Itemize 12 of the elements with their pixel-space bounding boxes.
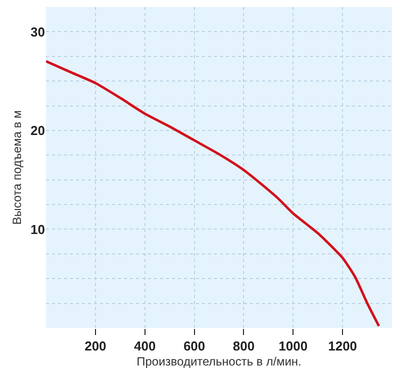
x-tick-label: 800: [232, 338, 255, 354]
line-series: [46, 60, 380, 328]
x-tick-label: 1000: [278, 338, 308, 354]
y-tick-label: 30: [30, 24, 45, 40]
x-tick-label: 200: [84, 338, 106, 354]
x-tick-label: 600: [183, 338, 206, 354]
x-axis-title: Производительность в л/мин.: [136, 354, 302, 368]
y-tick-label: 10: [30, 222, 45, 237]
x-tick-label: 1200: [328, 338, 358, 354]
y-tick-label: 20: [30, 123, 45, 138]
y-axis-title: Высота подъема в м: [10, 110, 24, 225]
x-tick-label: 400: [134, 338, 156, 354]
